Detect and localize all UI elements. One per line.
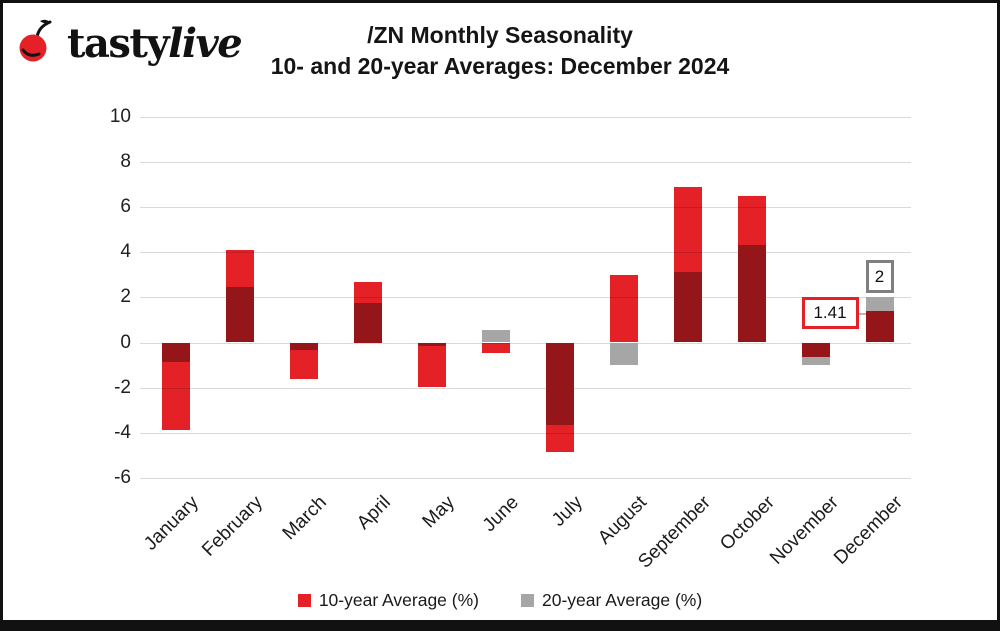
bar-10yr-october bbox=[737, 195, 766, 343]
bar-10yr-february bbox=[225, 249, 254, 343]
gridline-y-8 bbox=[140, 161, 911, 163]
chart-title-block: /ZN Monthly Seasonality 10- and 20-year … bbox=[3, 20, 997, 82]
gridline-y-6 bbox=[140, 206, 911, 208]
legend-item-10yr: 10-year Average (%) bbox=[297, 589, 479, 611]
tastylive-logo: tastylive bbox=[17, 17, 243, 70]
bar-20yr-june bbox=[481, 330, 510, 343]
chart-legend: 10-year Average (%) 20-year Average (%) bbox=[3, 586, 997, 614]
y-axis-tick--2: -2 bbox=[114, 376, 131, 398]
legend-label-10yr: 10-year Average (%) bbox=[318, 589, 479, 610]
legend-swatch-10yr-icon bbox=[297, 593, 311, 607]
chart-title: /ZN Monthly Seasonality bbox=[367, 22, 633, 48]
gridline-y--4 bbox=[140, 432, 911, 434]
bottom-border-bar bbox=[3, 620, 997, 628]
legend-label-20yr: 20-year Average (%) bbox=[542, 589, 703, 610]
bar-10yr-may bbox=[417, 342, 446, 387]
bar-10yr-december bbox=[865, 310, 894, 343]
y-axis-tick-4: 4 bbox=[120, 241, 131, 263]
legend-swatch-20yr-icon bbox=[521, 593, 534, 607]
bar-chart-plot-area: 10 8 6 4 2 0 -2 -4 -6 January February March April Ma… bbox=[3, 3, 997, 628]
bar-10yr-september bbox=[673, 186, 702, 343]
bar-20yr-august bbox=[609, 342, 638, 366]
y-axis-tick-0: 0 bbox=[120, 331, 131, 353]
y-axis-tick--4: -4 bbox=[114, 421, 131, 443]
gridline-y-0 bbox=[140, 342, 911, 344]
gridline-y--2 bbox=[140, 387, 911, 389]
data-label-2: 2 bbox=[865, 260, 894, 294]
y-axis-tick-10: 10 bbox=[109, 105, 131, 127]
y-axis-tick-2: 2 bbox=[120, 286, 131, 308]
gridline-y-10 bbox=[140, 116, 911, 118]
callout-leader-line bbox=[858, 312, 866, 315]
gridline-y-2 bbox=[140, 297, 911, 299]
bar-10yr-august bbox=[609, 274, 638, 343]
y-axis-tick-8: 8 bbox=[120, 150, 131, 172]
chart-subtitle: 10- and 20-year Averages: December 2024 bbox=[270, 53, 730, 79]
y-axis-tick-6: 6 bbox=[120, 195, 131, 217]
bar-10yr-march bbox=[289, 342, 318, 379]
y-axis-tick--6: -6 bbox=[114, 467, 131, 489]
data-label-1-41: 1.41 bbox=[801, 296, 859, 329]
bar-10yr-april bbox=[353, 281, 382, 343]
brand-wordmark: tastylive bbox=[67, 19, 243, 67]
gridline-y--6 bbox=[140, 478, 911, 480]
bar-10yr-june bbox=[481, 342, 510, 353]
cherry-icon bbox=[17, 17, 61, 70]
bar-10yr-july bbox=[545, 342, 574, 453]
legend-item-20yr: 20-year Average (%) bbox=[521, 590, 702, 611]
gridline-y-4 bbox=[140, 252, 911, 254]
bar-10yr-november bbox=[801, 342, 830, 358]
bar-10yr-january bbox=[161, 342, 190, 430]
